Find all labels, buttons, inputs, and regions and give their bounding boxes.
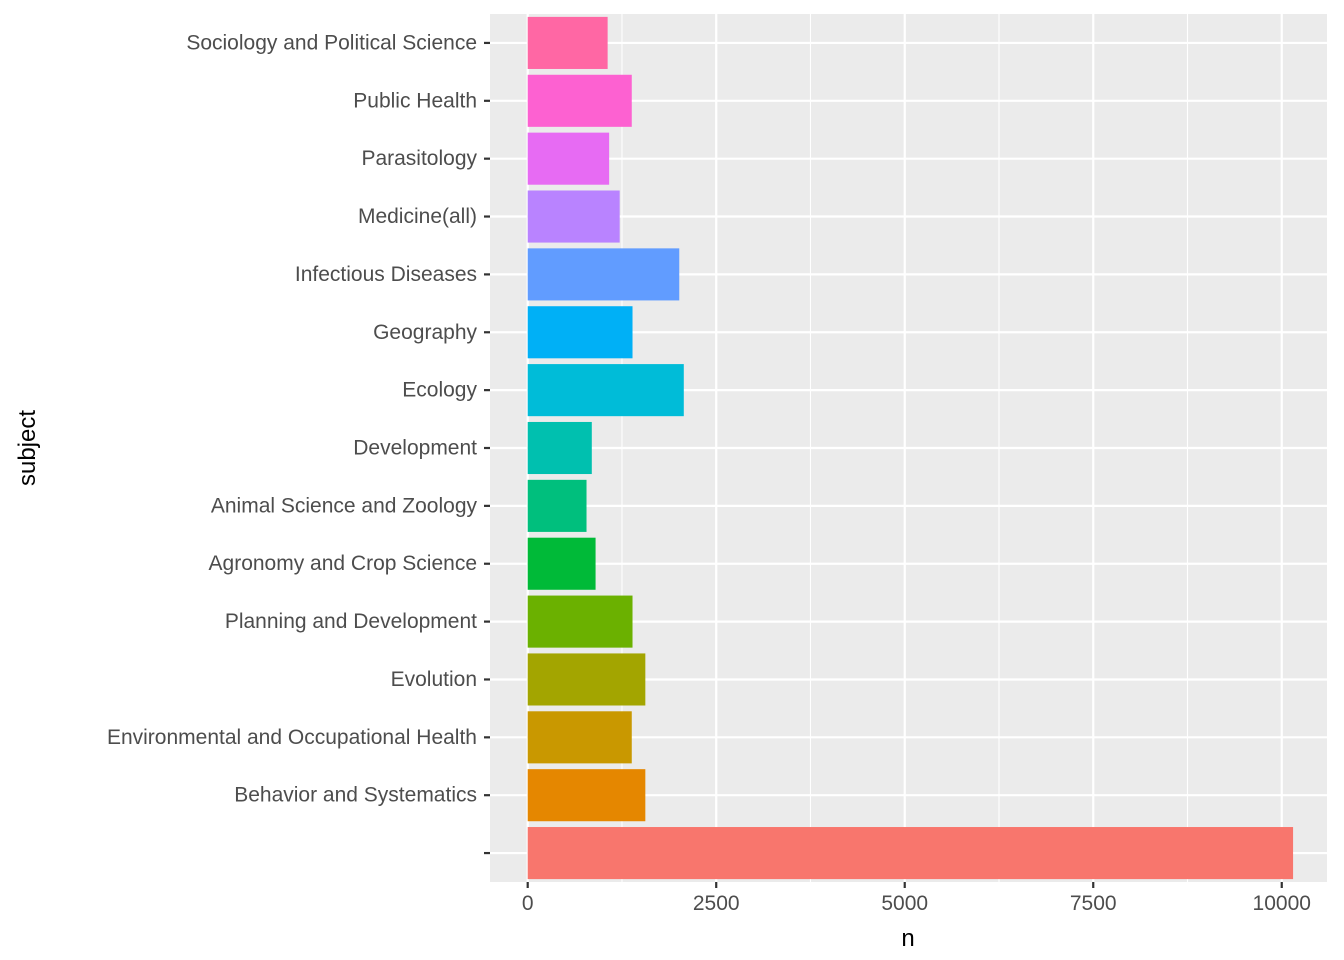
y-tick-label: Sociology and Political Science [186,31,477,54]
bar [527,479,587,532]
bar [527,190,620,243]
x-tick-label: 7500 [1070,892,1117,915]
y-tick-label: Evolution [391,668,477,691]
x-axis: 0 2500 5000 7500 10000 [522,882,1311,915]
x-tick-label: 5000 [881,892,928,915]
bar [527,595,633,648]
bar [527,711,632,764]
y-tick-label: Parasitology [361,147,477,170]
y-tick-label: Geography [373,321,477,344]
bar [527,769,646,822]
y-tick-label: Infectious Diseases [295,263,477,286]
x-tick-label: 2500 [693,892,740,915]
bar [527,306,633,359]
y-axis-title: subject [14,410,41,486]
y-tick-label: Development [353,437,477,460]
y-tick-label: Behavior and Systematics [234,784,477,807]
bar [527,248,680,301]
y-axis: Behavior and Systematics Environmental an… [107,31,490,855]
bar [527,653,646,706]
y-tick-label: Animal Science and Zoology [211,494,478,517]
y-tick-label: Agronomy and Crop Science [209,552,477,575]
y-tick-label: Medicine(all) [358,205,477,228]
bar [527,827,1294,880]
bar [527,537,596,590]
x-tick-label: 0 [522,892,534,915]
bar [527,74,632,127]
bar [527,16,608,69]
y-tick-label: Planning and Development [225,610,477,633]
x-axis-title: n [901,925,914,952]
bar [527,421,592,475]
bars [527,16,1294,880]
y-tick-label: Environmental and Occupational Health [107,726,477,749]
y-tick-label: Public Health [353,89,477,112]
y-tick-label: Ecology [402,379,477,402]
bar [527,132,610,185]
x-tick-label: 10000 [1253,892,1311,915]
bar [527,364,684,417]
